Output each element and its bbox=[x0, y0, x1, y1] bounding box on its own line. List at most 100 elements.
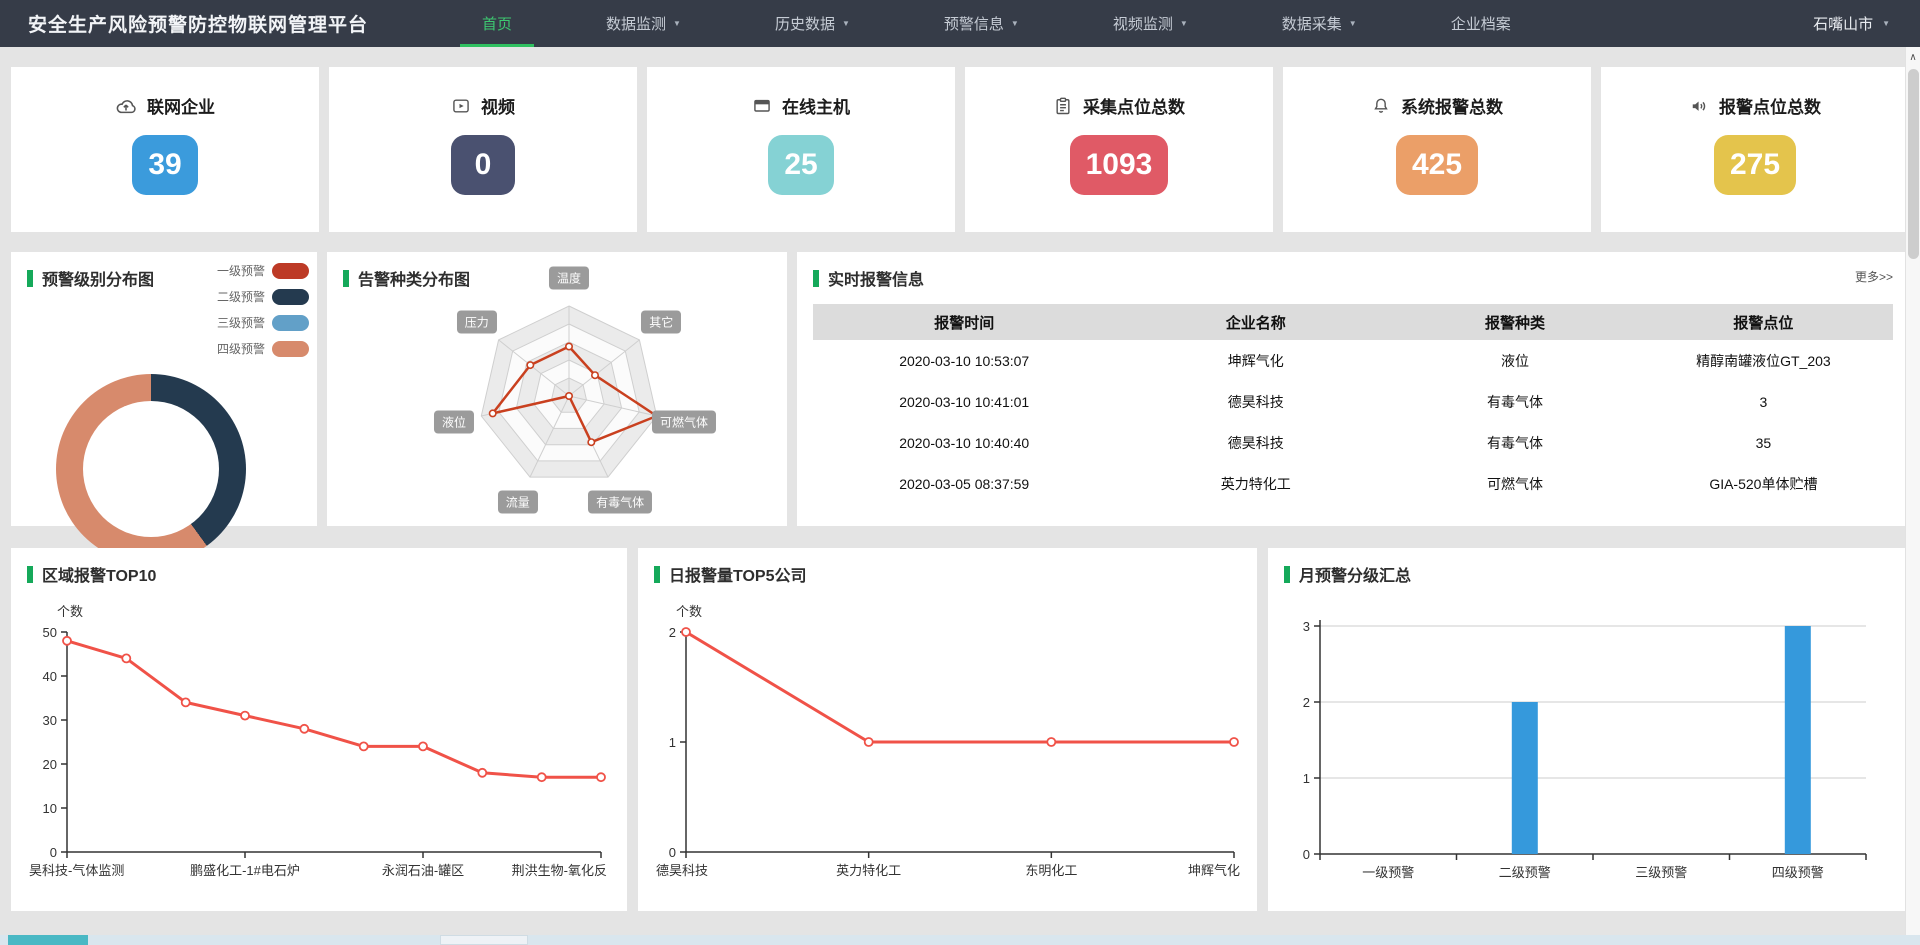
nav-item-label: 数据采集 bbox=[1281, 16, 1342, 33]
svg-text:20: 20 bbox=[43, 757, 57, 772]
svg-text:个数: 个数 bbox=[57, 604, 83, 619]
alarm-type: 液位 bbox=[1500, 352, 1529, 369]
stat-value: 25 bbox=[768, 135, 834, 195]
scrollbar-thumb[interactable] bbox=[1908, 69, 1919, 259]
nav-item-label: 数据监测 bbox=[606, 16, 667, 33]
bell-icon bbox=[1371, 96, 1391, 116]
nav-item-label: 视频监测 bbox=[1112, 16, 1173, 33]
monthly-warning-summary-chart: 0 1 2 3 一级预警 二级预警 三级预警 四级预警 bbox=[1303, 619, 1867, 880]
nav-item-home[interactable]: 首页 bbox=[460, 0, 535, 47]
enterprise-name: 德昊科技 bbox=[1227, 393, 1284, 410]
legend-item-level3[interactable]: 三级预警 bbox=[217, 314, 309, 331]
column-header: 报警种类 bbox=[1396, 304, 1634, 340]
alarm-time: 2020-03-10 10:41:01 bbox=[899, 393, 1030, 410]
svg-text:0: 0 bbox=[1303, 847, 1310, 862]
card-title: 实时报警信息 bbox=[828, 272, 925, 289]
cloud-upload-icon bbox=[115, 96, 137, 116]
nav-item-label: 预警信息 bbox=[943, 16, 1004, 33]
column-header: 报警时间 bbox=[813, 304, 1116, 340]
radar-axis-label: 其它 bbox=[641, 310, 682, 334]
chevron-down-icon: ▼ bbox=[1348, 19, 1357, 28]
svg-text:德昊科技: 德昊科技 bbox=[656, 863, 708, 878]
daily-alarm-top5-chart: 个数 0 1 2 德昊科技 英力特化工 东明化工 坤辉气化 bbox=[656, 604, 1240, 878]
svg-text:一级预警: 一级预警 bbox=[1362, 865, 1414, 880]
column-header: 企业名称 bbox=[1115, 304, 1397, 340]
background-window-accent bbox=[8, 935, 88, 945]
daily-alarm-top5-card: 日报警量TOP5公司 个数 0 1 2 德昊科技 英力特化工 东明化工 坤辉气化 bbox=[638, 548, 1257, 911]
stat-label: 视频 bbox=[481, 98, 515, 117]
region-alarm-top10-chart: 个数 0 10 20 30 40 50 昊科技-气体监测 鹏盛化工-1#电石炉 永润石油-罐区 荆洪… bbox=[29, 604, 607, 878]
clipboard-icon bbox=[1053, 96, 1073, 116]
radar-axis-label: 液位 bbox=[433, 410, 474, 434]
alarm-time: 2020-03-05 08:37:59 bbox=[899, 475, 1030, 492]
svg-text:2: 2 bbox=[669, 625, 676, 640]
green-title-marker bbox=[27, 269, 33, 287]
monitor-icon bbox=[752, 96, 772, 116]
alarm-table: 报警时间 企业名称 报警种类 报警点位 2020-03-10 10:53:07 … bbox=[813, 304, 1893, 504]
svg-text:0: 0 bbox=[50, 845, 57, 860]
alarm-time: 2020-03-10 10:53:07 bbox=[899, 352, 1030, 369]
radar-chart: 温度 其它 可燃气体 有毒气体 流量 液位 压力 bbox=[327, 252, 787, 526]
legend-swatch bbox=[272, 288, 309, 305]
main-menu: 首页 数据监测 ▼ 历史数据 ▼ 预警信息 ▼ 视频监测 ▼ 数据采集 ▼ 企业… bbox=[460, 0, 1583, 47]
green-title-marker bbox=[813, 269, 819, 287]
svg-text:昊科技-气体监测: 昊科技-气体监测 bbox=[29, 863, 124, 878]
legend-item-level1[interactable]: 一级预警 bbox=[217, 262, 309, 279]
alarm-point: 精醇南罐液位GT_203 bbox=[1696, 352, 1831, 369]
region-alarm-top10-card: 区域报警TOP10 个数 0 10 20 30 40 50 昊科技-气体监测 鹏盛化工-1#电石… bbox=[11, 548, 627, 911]
monthly-warning-summary-card: 月预警分级汇总 0 1 2 3 一级预警 二级预警 三级预警 四级预警 bbox=[1268, 548, 1909, 911]
chevron-down-icon: ▼ bbox=[673, 19, 681, 28]
chevron-down-icon: ▼ bbox=[841, 19, 850, 28]
card-title: 日报警量TOP5公司 bbox=[669, 568, 807, 585]
svg-text:三级预警: 三级预警 bbox=[1635, 865, 1687, 880]
region-selector[interactable]: 石嘴山市 ▼ bbox=[1813, 13, 1890, 34]
nav-item-video-monitoring[interactable]: 视频监测 ▼ bbox=[1091, 0, 1210, 47]
svg-text:鹏盛化工-1#电石炉: 鹏盛化工-1#电石炉 bbox=[190, 863, 300, 878]
enterprise-name: 德昊科技 bbox=[1227, 434, 1284, 451]
green-title-marker bbox=[343, 269, 349, 287]
stat-label: 系统报警总数 bbox=[1401, 98, 1503, 117]
nav-item-enterprise-archive[interactable]: 企业档案 bbox=[1429, 0, 1533, 47]
scroll-up-arrow-icon[interactable]: ∧ bbox=[1909, 51, 1917, 63]
table-row: 2020-03-05 08:37:59 英力特化工 可燃气体 GIA-520单体… bbox=[813, 463, 1893, 504]
card-title: 告警种类分布图 bbox=[358, 272, 471, 289]
nav-item-data-monitoring[interactable]: 数据监测 ▼ bbox=[584, 0, 703, 47]
nav-item-history-data[interactable]: 历史数据 ▼ bbox=[753, 0, 872, 47]
svg-text:2: 2 bbox=[1303, 695, 1310, 710]
svg-text:3: 3 bbox=[1303, 619, 1310, 634]
stat-card-video: 视频 0 bbox=[329, 67, 637, 232]
svg-text:荆洪生物-氧化反: 荆洪生物-氧化反 bbox=[512, 863, 607, 878]
scrollbar[interactable]: ∧ bbox=[1905, 47, 1920, 935]
speaker-icon bbox=[1689, 96, 1709, 116]
stat-value: 39 bbox=[132, 135, 198, 195]
chevron-down-icon: ▼ bbox=[1179, 19, 1188, 28]
card-title: 月预警分级汇总 bbox=[1299, 568, 1412, 585]
legend-item-level4[interactable]: 四级预警 bbox=[217, 340, 309, 357]
stat-card-connected-enterprises: 联网企业 39 bbox=[11, 67, 319, 232]
donut-legend: 一级预警 二级预警 三级预警 四级预警 bbox=[217, 262, 309, 366]
stat-card-system-alarms: 系统报警总数 425 bbox=[1283, 67, 1591, 232]
alarm-type: 有毒气体 bbox=[1486, 393, 1543, 410]
region-label: 石嘴山市 bbox=[1813, 16, 1874, 33]
svg-text:东明化工: 东明化工 bbox=[1025, 863, 1077, 878]
svg-text:50: 50 bbox=[43, 625, 57, 640]
radar-axis-label: 压力 bbox=[456, 310, 497, 334]
chevron-down-icon: ▼ bbox=[1010, 19, 1019, 28]
column-header: 报警点位 bbox=[1633, 304, 1893, 340]
nav-item-data-collection[interactable]: 数据采集 ▼ bbox=[1260, 0, 1379, 47]
nav-item-warning-info[interactable]: 预警信息 ▼ bbox=[922, 0, 1041, 47]
realtime-alarm-card: 实时报警信息 更多>> 报警时间 企业名称 报警种类 报警点位 2020-03-… bbox=[797, 252, 1909, 526]
table-row: 2020-03-10 10:40:40 德昊科技 有毒气体 35 bbox=[813, 422, 1893, 463]
legend-item-level2[interactable]: 二级预警 bbox=[217, 288, 309, 305]
video-icon bbox=[451, 96, 471, 116]
more-link[interactable]: 更多>> bbox=[1854, 270, 1893, 284]
chevron-down-icon: ▼ bbox=[1882, 19, 1890, 28]
legend-label: 四级预警 bbox=[216, 342, 265, 356]
stat-value: 0 bbox=[451, 135, 515, 195]
legend-label: 三级预警 bbox=[216, 316, 265, 330]
svg-text:个数: 个数 bbox=[676, 604, 702, 619]
stat-value: 1093 bbox=[1069, 135, 1169, 195]
card-title: 区域报警TOP10 bbox=[42, 568, 157, 585]
svg-text:10: 10 bbox=[43, 801, 57, 816]
alarm-point: GIA-520单体贮槽 bbox=[1709, 475, 1818, 492]
